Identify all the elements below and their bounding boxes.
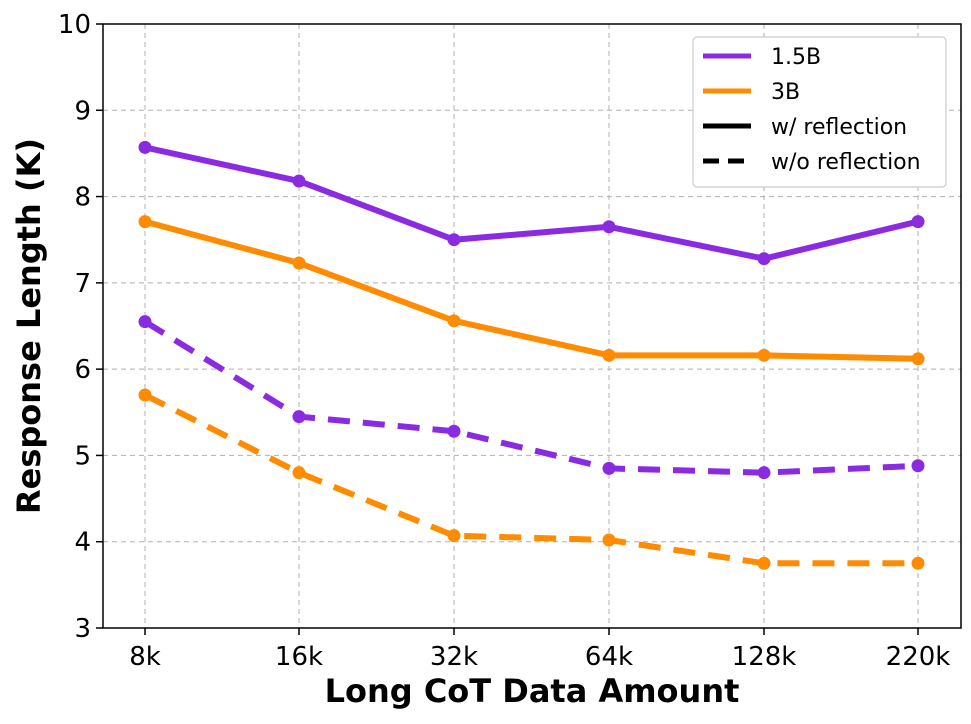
x-tick-label: 220k [886,642,951,672]
x-tick-label: 64k [585,642,633,672]
data-point [911,352,925,366]
data-point [757,556,771,570]
data-point [602,461,616,475]
data-point [138,388,152,402]
data-point [911,556,925,570]
data-point [447,424,461,438]
legend-label: w/o reflection [771,150,921,175]
y-tick-label: 3 [74,614,91,644]
data-point [292,410,306,424]
y-tick-label: 6 [74,355,91,385]
legend-label: w/ reflection [771,115,907,140]
x-axis-label: Long CoT Data Amount [325,672,740,710]
data-point [292,256,306,270]
data-point [138,215,152,229]
series-line [143,319,919,476]
x-tick-label: 32k [430,642,478,672]
y-tick-label: 10 [58,10,91,40]
y-tick-label: 5 [74,441,91,471]
y-tick-label: 4 [74,528,91,558]
axis-ticks: 3 4 5 6 7 8 9 10 8k 16k 32k 64k 128k 220k [58,10,950,672]
y-tick-label: 7 [74,269,91,299]
data-point [911,459,925,473]
data-point [602,348,616,362]
data-point [757,348,771,362]
y-tick-label: 8 [74,183,91,213]
legend-label: 3B [771,80,800,105]
series-group [138,140,925,570]
legend: 1.5B 3B w/ reflection w/o reflection [692,36,947,188]
data-point [757,252,771,266]
data-point [447,529,461,543]
data-point [447,314,461,328]
series-line [144,144,919,262]
data-point [292,174,306,188]
data-point [292,466,306,480]
x-tick-label: 8k [129,642,161,672]
legend-label: 1.5B [771,45,821,70]
x-tick-label: 16k [275,642,323,672]
y-tick-label: 9 [74,96,91,126]
legend-box [692,36,947,188]
series-line [144,218,919,362]
data-point [447,233,461,247]
data-point [911,215,925,229]
data-point [757,466,771,480]
plot-area-frame [102,23,962,629]
x-tick-label: 128k [732,642,797,672]
data-point [602,533,616,547]
series-line [143,392,918,567]
y-axis-label: Response Length (K) [10,138,48,514]
data-point [602,220,616,234]
data-point [138,315,152,329]
data-point [138,140,152,154]
